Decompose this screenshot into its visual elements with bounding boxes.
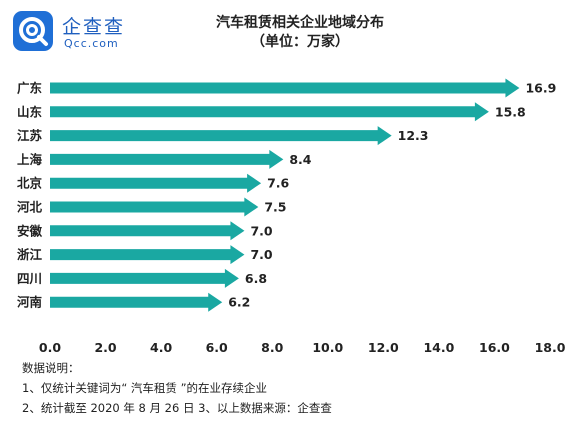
notes-heading: 数据说明：: [22, 361, 80, 375]
notes-line-2: 2、统计截至 2020 年 8 月 26 日 3、以上数据来源：企查查: [22, 401, 332, 415]
value-label: 8.4: [289, 152, 311, 167]
logo-domain: Qcc.com: [64, 37, 119, 50]
x-tick-label: 4.0: [150, 340, 172, 355]
category-label: 河北: [17, 200, 43, 215]
qcc-logo: 企查查 Qcc.com: [12, 10, 142, 56]
chart-title: 汽车租赁相关企业地域分布: [216, 15, 384, 31]
qcc-logo-icon: [13, 11, 53, 51]
bar-arrow: [50, 149, 284, 169]
value-label: 16.9: [525, 81, 556, 96]
value-label: 7.5: [264, 200, 286, 215]
value-label: 6.8: [245, 271, 267, 286]
bar-arrow: [50, 126, 392, 146]
x-tick-label: 16.0: [479, 340, 510, 355]
bar-arrow: [50, 268, 239, 288]
bar-arrow: [50, 102, 489, 122]
data-notes: 数据说明： 1、仅统计关键词为“ 汽车租赁 ”的在业存续企业 2、统计截至 20…: [22, 358, 332, 418]
value-label: 6.2: [228, 295, 250, 310]
x-tick-label: 0.0: [39, 340, 61, 355]
value-label: 7.0: [250, 247, 272, 262]
category-label: 北京: [17, 176, 43, 191]
notes-line-1: 1、仅统计关键词为“ 汽车租赁 ”的在业存续企业: [22, 381, 268, 395]
value-label: 15.8: [495, 104, 526, 119]
bar-arrow: [50, 78, 520, 98]
x-tick-label: 12.0: [368, 340, 399, 355]
logo-name: 企查查: [62, 16, 126, 38]
category-label: 浙江: [17, 247, 43, 262]
x-tick-label: 2.0: [94, 340, 116, 355]
bar-arrow: [50, 197, 259, 217]
category-label: 四川: [17, 271, 42, 286]
bar-arrow: [50, 245, 245, 265]
chart-subtitle: （单位：万家）: [251, 34, 349, 50]
value-label: 7.6: [267, 176, 289, 191]
bar-arrow: [50, 292, 223, 312]
x-tick-label: 6.0: [206, 340, 228, 355]
x-tick-label: 18.0: [535, 340, 566, 355]
x-tick-label: 10.0: [312, 340, 343, 355]
category-label: 广东: [17, 81, 43, 96]
category-label: 山东: [17, 104, 43, 119]
bar-arrow: [50, 221, 245, 241]
category-label: 安徽: [17, 223, 43, 238]
category-label: 江苏: [17, 128, 43, 143]
category-label: 河南: [17, 295, 43, 310]
value-label: 7.0: [250, 223, 272, 238]
x-tick-label: 14.0: [423, 340, 454, 355]
bar-arrow: [50, 173, 262, 193]
category-label: 上海: [17, 152, 43, 167]
x-tick-label: 8.0: [261, 340, 283, 355]
value-label: 12.3: [398, 128, 429, 143]
